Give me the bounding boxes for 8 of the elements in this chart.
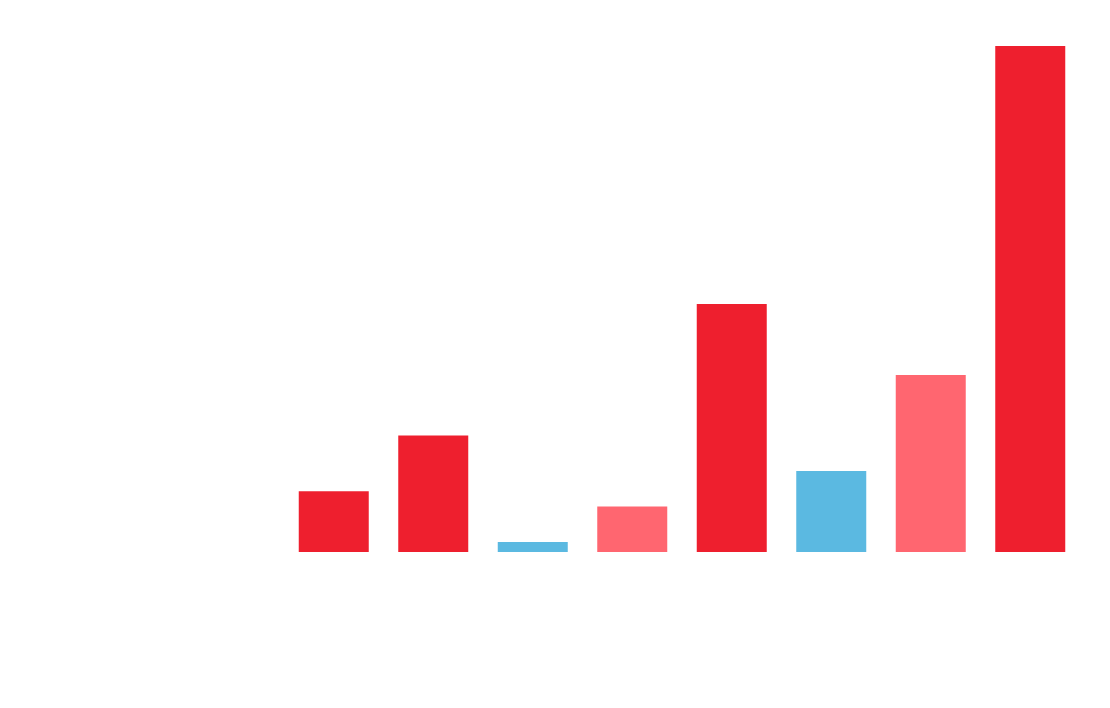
bar	[696, 304, 767, 552]
bar	[497, 541, 568, 552]
bar	[398, 435, 469, 552]
bar	[796, 471, 867, 552]
bar	[995, 46, 1066, 552]
bar	[298, 491, 369, 552]
bar	[895, 374, 966, 552]
bar	[597, 506, 668, 552]
